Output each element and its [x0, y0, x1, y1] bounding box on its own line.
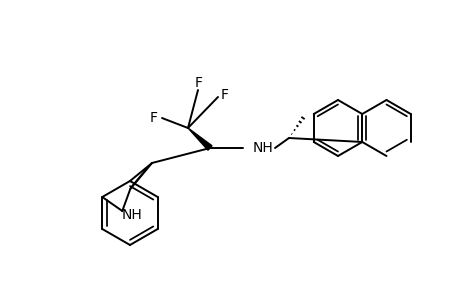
- Text: NH: NH: [252, 141, 273, 155]
- Text: NH: NH: [122, 208, 142, 222]
- Polygon shape: [188, 128, 212, 150]
- Text: F: F: [220, 88, 229, 102]
- Text: F: F: [150, 111, 157, 125]
- Text: F: F: [195, 76, 202, 90]
